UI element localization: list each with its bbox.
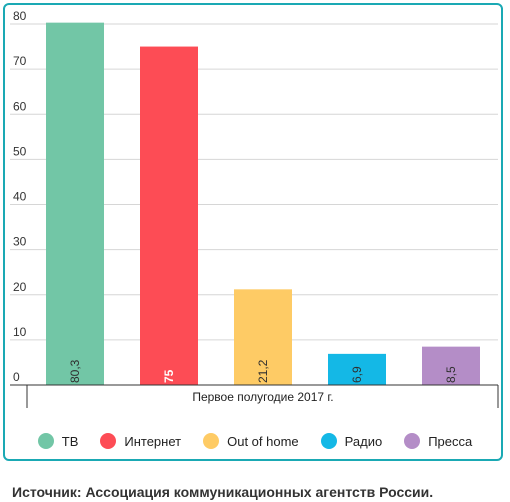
- legend-label: Интернет: [124, 433, 182, 449]
- x-axis-label: Первое полугодие 2017 г.: [192, 390, 333, 404]
- legend-label: Out of home: [227, 433, 299, 449]
- x-axis: [10, 384, 499, 408]
- bar-value-label: 8,5: [444, 366, 458, 383]
- legend-item: Интернет: [100, 433, 181, 449]
- bar-2: [234, 289, 292, 385]
- source-note: Источник: Ассоциация коммуникационных аг…: [12, 484, 434, 500]
- legend-swatch: [320, 433, 337, 449]
- y-tick-label: 20: [13, 280, 27, 294]
- y-tick-label: 60: [13, 99, 27, 113]
- y-tick-label: 70: [13, 54, 27, 68]
- y-tick-label: 30: [13, 235, 27, 249]
- y-tick-label: 40: [13, 190, 27, 204]
- y-tick-label: 50: [13, 144, 27, 158]
- bar-1: [140, 46, 198, 385]
- legend: ТВ Интернет Out of home Радио Пресса: [0, 430, 510, 452]
- y-tick-label: 0: [13, 370, 20, 384]
- bar-value-label: 80,3: [68, 359, 82, 383]
- legend-label: Пресса: [428, 433, 473, 449]
- bar-value-label: 75: [162, 369, 176, 383]
- legend-item: Out of home: [203, 433, 299, 449]
- bars: 80,3 75 21,2 6,9 8,5: [46, 22, 480, 386]
- legend-item: ТВ: [37, 433, 79, 449]
- bar-4: [422, 346, 480, 385]
- y-tick-label: 80: [13, 9, 27, 23]
- legend-swatch: [404, 433, 421, 449]
- legend-item: Радио: [320, 433, 383, 449]
- legend-label: Радио: [344, 433, 383, 449]
- legend-label: ТВ: [61, 433, 79, 449]
- bar-value-label: 21,2: [256, 359, 270, 383]
- legend-item: Пресса: [404, 433, 472, 449]
- legend-swatch: [37, 433, 54, 449]
- bar-value-label: 6,9: [350, 366, 364, 383]
- y-tick-label: 10: [13, 325, 27, 339]
- legend-swatch: [100, 433, 117, 449]
- bar-chart: 0 10 20 30 40 50 60 70 80 80,3 75 21,2 6,9 8,5 Перво…: [10, 9, 499, 408]
- legend-swatch: [203, 433, 220, 449]
- bar-3: [328, 353, 386, 385]
- bar-0: [46, 22, 104, 386]
